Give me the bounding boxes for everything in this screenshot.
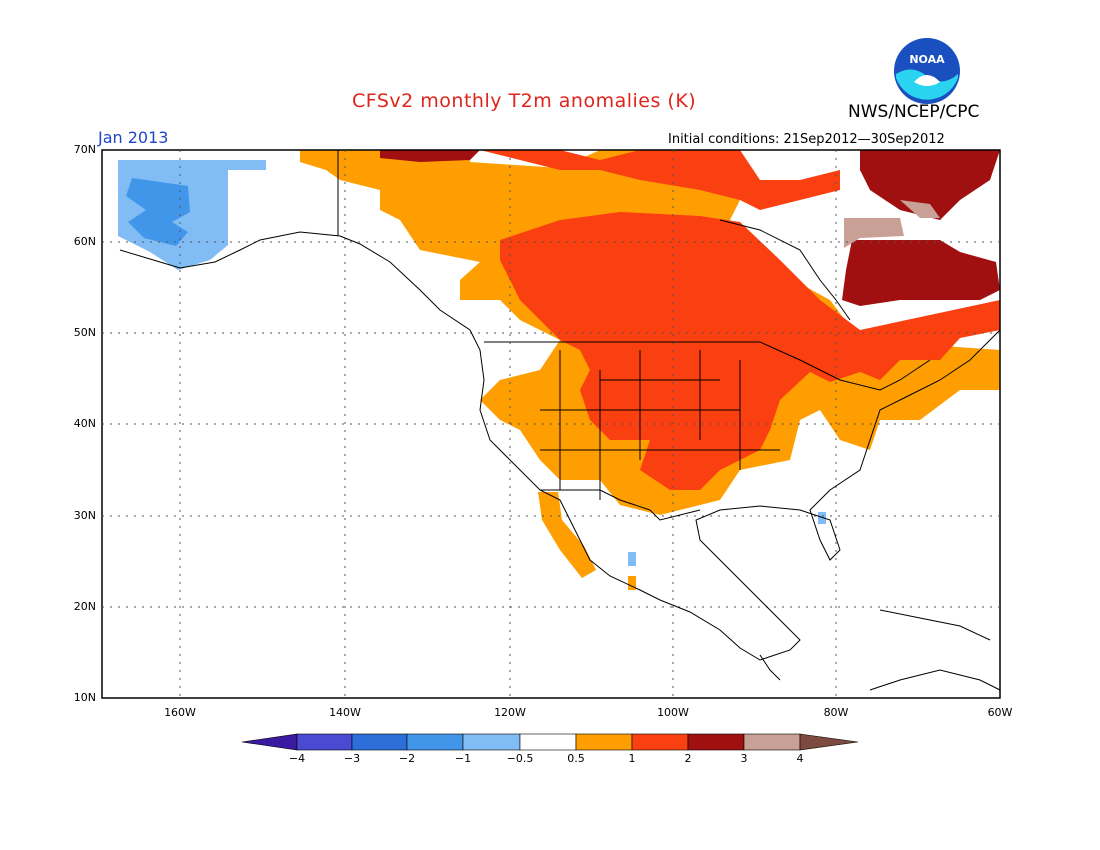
lon-label: 100W	[657, 706, 689, 719]
region-cold-dot-fl	[818, 512, 826, 524]
colorbar-tick: 3	[740, 752, 748, 765]
forecast-month: Jan 2013	[98, 128, 169, 147]
colorbar-tick: −0.5	[506, 752, 534, 765]
colorbar-bin	[296, 733, 353, 751]
region-cold-core	[126, 178, 190, 246]
lat-label: 50N	[73, 326, 96, 339]
region-warm-darkred-ne	[842, 240, 1000, 306]
region-warm-tan	[844, 200, 940, 248]
colorbar-bin	[631, 733, 689, 751]
colorbar-tick: −3	[343, 752, 361, 765]
lon-label: 160W	[164, 706, 196, 719]
colorbar-bin	[519, 733, 577, 751]
colorbar-tick: 4	[796, 752, 804, 765]
region-warm-darkred-n	[380, 150, 1000, 220]
colorbar-tick: 0.5	[567, 752, 585, 765]
colorbar-high-arrow	[799, 733, 859, 751]
lat-label: 20N	[73, 600, 96, 613]
region-warm-red	[500, 212, 1000, 490]
lat-label: 70N	[73, 143, 96, 156]
colorbar-tick: 2	[684, 752, 692, 765]
lat-label: 40N	[73, 417, 96, 430]
lat-label: 30N	[73, 509, 96, 522]
colorbar-bin	[575, 733, 633, 751]
coastlines	[119, 150, 1001, 691]
region-warm-orange-dot	[628, 576, 636, 590]
noaa-logo-text: NOAA	[909, 53, 945, 66]
agency-label: NWS/NCEP/CPC	[848, 102, 980, 122]
lon-label: 80W	[823, 706, 849, 719]
lon-label: 120W	[494, 706, 526, 719]
lat-label: 10N	[73, 691, 96, 704]
colorbar-bin	[687, 733, 745, 751]
colorbar	[241, 733, 859, 751]
anomaly-regions	[118, 150, 1000, 590]
colorbar-tick: −4	[288, 752, 306, 765]
colorbar-tick: −2	[398, 752, 416, 765]
colorbar-bin	[351, 733, 408, 751]
colorbar-tick: −1	[454, 752, 472, 765]
colorbar-low-arrow	[241, 733, 298, 751]
lon-label: 60W	[987, 706, 1013, 719]
lon-label: 140W	[329, 706, 361, 719]
colorbar-tick: 1	[628, 752, 636, 765]
noaa-logo: NOAA	[894, 38, 960, 104]
initial-conditions: Initial conditions: 21Sep2012—30Sep2012	[668, 132, 945, 147]
colorbar-bin	[743, 733, 801, 751]
region-cold-dot-mex	[628, 552, 636, 566]
map-title: CFSv2 monthly T2m anomalies (K)	[352, 90, 697, 112]
region-warm-orange-baja	[538, 492, 596, 578]
lat-label: 60N	[73, 235, 96, 248]
gridlines	[102, 150, 1000, 698]
region-warm-red-north	[480, 150, 840, 210]
colorbar-bin	[462, 733, 521, 751]
colorbar-bin	[406, 733, 464, 751]
